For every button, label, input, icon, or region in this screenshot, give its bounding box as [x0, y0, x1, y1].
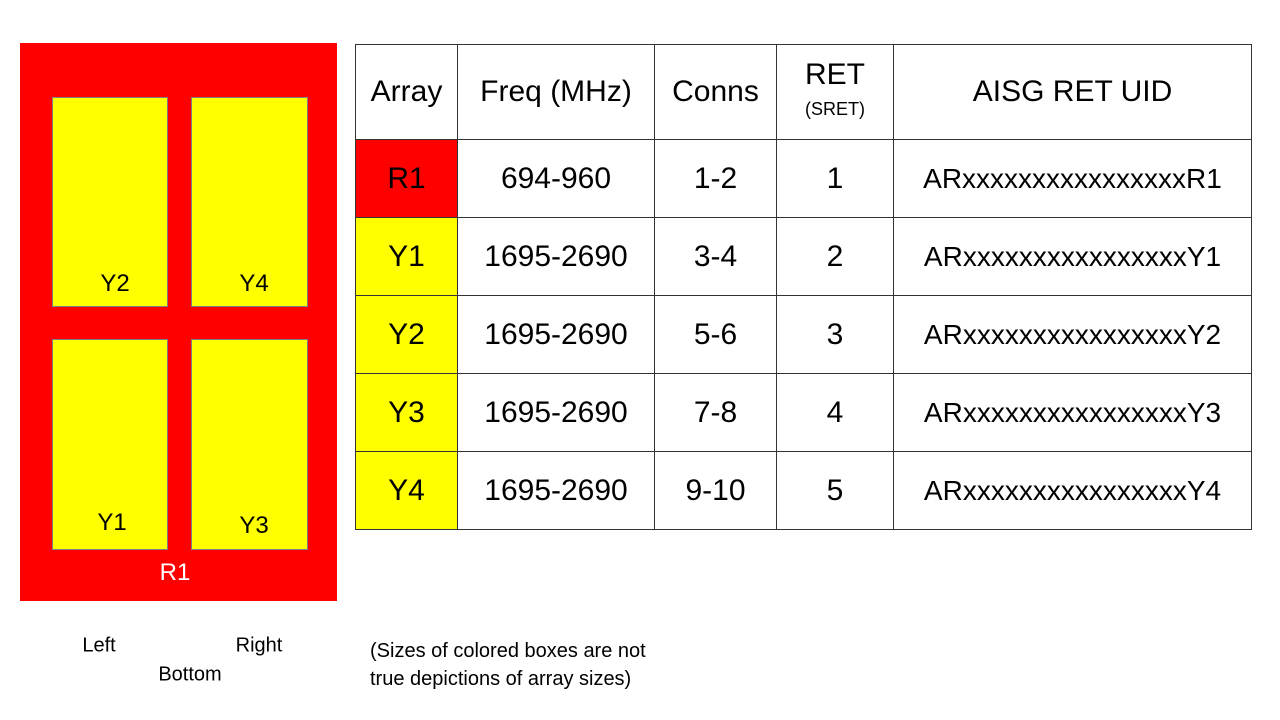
header-ret: RET (SRET): [776, 44, 894, 140]
cell-conns: 5-6: [654, 295, 777, 374]
cell-freq: 694-960: [457, 139, 655, 218]
cell-array: Y4: [355, 451, 458, 530]
ret-title: RET: [805, 58, 865, 91]
cell-freq: 1695-2690: [457, 217, 655, 296]
cell-ret: 3: [776, 295, 894, 374]
table-header: Array Freq (MHz) Conns RET (SRET) AISG RE…: [355, 44, 1252, 140]
header-array: Array: [355, 44, 458, 140]
ret-subtitle: (SRET): [805, 99, 865, 119]
y4-label: Y4: [239, 270, 269, 297]
array-y4-box: [191, 97, 308, 307]
table-row: Y1 1695-2690 3-4 2 ARxxxxxxxxxxxxxxxxY1: [355, 217, 1252, 296]
table-row: Y4 1695-2690 9-10 5 ARxxxxxxxxxxxxxxxxY4: [355, 451, 1252, 530]
r1-label: R1: [159, 559, 191, 586]
cell-freq: 1695-2690: [457, 295, 655, 374]
cell-ret: 2: [776, 217, 894, 296]
header-uid: AISG RET UID: [893, 44, 1252, 140]
cell-uid: ARxxxxxxxxxxxxxxxxY1: [893, 217, 1252, 296]
cell-uid: ARxxxxxxxxxxxxxxxxY4: [893, 451, 1252, 530]
cell-uid: ARxxxxxxxxxxxxxxxxR1: [893, 139, 1252, 218]
cell-array: R1: [355, 139, 458, 218]
cell-array: Y1: [355, 217, 458, 296]
cell-conns: 3-4: [654, 217, 777, 296]
array-y2-box: [52, 97, 168, 307]
table-row: Y2 1695-2690 5-6 3 ARxxxxxxxxxxxxxxxxY2: [355, 295, 1252, 374]
cell-freq: 1695-2690: [457, 451, 655, 530]
cell-uid: ARxxxxxxxxxxxxxxxxY2: [893, 295, 1252, 374]
cell-ret: 4: [776, 373, 894, 452]
note-line: true depictions of array sizes): [370, 668, 632, 690]
cell-conns: 9-10: [654, 451, 777, 530]
array-table: Array Freq (MHz) Conns RET (SRET) AISG RE…: [355, 44, 1252, 530]
y2-label: Y2: [100, 270, 130, 297]
array-r1-box: Y2 Y4 Y1 Y3 R1: [20, 43, 337, 601]
array-y3-box: [191, 339, 308, 550]
right-label: Right: [235, 634, 283, 657]
left-label: Left: [82, 634, 116, 657]
table-row: Y3 1695-2690 7-8 4 ARxxxxxxxxxxxxxxxxY3: [355, 373, 1252, 452]
cell-array: Y2: [355, 295, 458, 374]
y3-label: Y3: [239, 512, 269, 539]
header-conns: Conns: [654, 44, 777, 140]
note-line: (Sizes of colored boxes are not: [370, 640, 646, 662]
array-y1-box: [52, 339, 168, 550]
table-row: R1 694-960 1-2 1 ARxxxxxxxxxxxxxxxxR1: [355, 139, 1252, 218]
y1-label: Y1: [97, 509, 127, 536]
header-freq: Freq (MHz): [457, 44, 655, 140]
cell-ret: 1: [776, 139, 894, 218]
cell-freq: 1695-2690: [457, 373, 655, 452]
cell-conns: 1-2: [654, 139, 777, 218]
cell-uid: ARxxxxxxxxxxxxxxxxY3: [893, 373, 1252, 452]
cell-conns: 7-8: [654, 373, 777, 452]
bottom-label: Bottom: [158, 663, 222, 686]
cell-ret: 5: [776, 451, 894, 530]
cell-array: Y3: [355, 373, 458, 452]
size-note: (Sizes of colored boxes are not true dep…: [370, 637, 646, 693]
